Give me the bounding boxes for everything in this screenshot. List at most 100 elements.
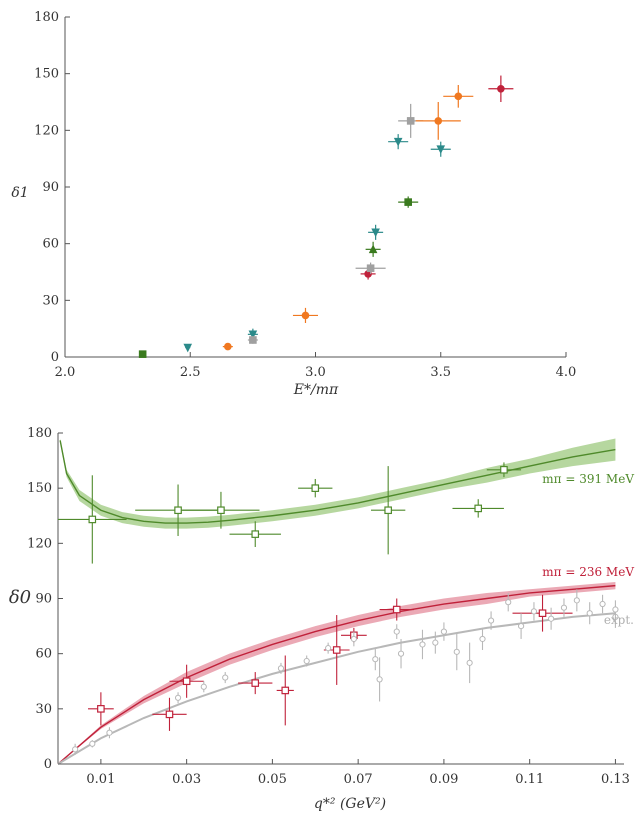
lattice-data-point <box>58 475 127 564</box>
lattice-data-point <box>512 594 573 632</box>
lattice-data-point <box>276 655 294 726</box>
top-data-point <box>247 336 258 344</box>
top-x-tick-label: 3.0 <box>305 365 326 380</box>
top-y-tick-label: 0 <box>51 350 59 365</box>
expt-data-point <box>350 631 357 647</box>
marker <box>165 710 174 719</box>
marker <box>200 683 207 690</box>
marker <box>303 657 310 665</box>
top-data-point <box>365 241 381 257</box>
marker <box>248 330 258 340</box>
top-x-tick-label: 2.0 <box>55 365 76 380</box>
marker <box>368 244 378 254</box>
expt-data-point <box>453 633 460 671</box>
bottom-y-tick-label: 60 <box>35 647 52 662</box>
lattice-data-point <box>182 491 260 529</box>
expt-data-point <box>303 655 310 667</box>
marker <box>479 635 486 643</box>
marker <box>301 311 310 320</box>
error-band <box>60 438 616 529</box>
marker <box>332 646 341 654</box>
bottom-error-bands <box>58 438 616 764</box>
bottom-data-points <box>58 462 619 755</box>
expt-data-point <box>89 740 96 748</box>
marker <box>599 600 606 608</box>
marker <box>573 597 580 604</box>
top-data-point <box>183 343 193 353</box>
bottom-y-tick-label: 0 <box>44 757 52 772</box>
expt-data-point <box>376 657 383 702</box>
expt-data-point <box>174 692 182 704</box>
bottom-x-axis-label: q*² (GeV²) <box>314 796 386 812</box>
marker <box>281 686 290 695</box>
marker <box>466 659 473 666</box>
marker <box>548 615 555 622</box>
expt-data-point <box>440 622 448 641</box>
marker <box>505 599 512 606</box>
marker <box>440 628 448 635</box>
top-x-tick-label: 2.5 <box>180 365 201 380</box>
marker <box>182 677 191 686</box>
top-data-point <box>388 134 409 150</box>
marker <box>174 694 182 701</box>
expt-data-point <box>479 627 486 650</box>
marker <box>586 610 593 617</box>
top-data-point <box>398 196 419 208</box>
top-data-points <box>138 75 514 358</box>
marker <box>497 84 505 93</box>
marker <box>530 608 538 615</box>
marker <box>217 506 225 515</box>
marker <box>432 639 439 646</box>
marker <box>350 635 357 643</box>
top-data-point <box>138 350 147 358</box>
marker <box>97 705 105 713</box>
expt-data-point <box>200 681 207 693</box>
marker <box>397 650 405 657</box>
bottom-x-tick-label: 0.03 <box>172 772 201 787</box>
marker <box>366 264 375 273</box>
top-x-tick-label: 3.5 <box>430 365 451 380</box>
bottom-x-tick-label: 0.13 <box>601 772 630 787</box>
expt-data-point <box>419 629 426 660</box>
expt-data-point <box>222 672 229 684</box>
top-y-tick-label: 120 <box>34 123 59 138</box>
marker <box>222 674 229 681</box>
annotation-expt: expt. <box>604 613 634 627</box>
marker <box>372 656 379 663</box>
marker <box>183 343 193 353</box>
marker <box>436 145 446 155</box>
lattice-data-point <box>169 664 204 698</box>
marker <box>487 617 495 624</box>
marker <box>277 665 285 672</box>
marker <box>538 609 547 618</box>
marker <box>106 729 113 736</box>
bottom-fit-curves <box>57 440 616 765</box>
top-data-point <box>488 75 514 102</box>
top-data-point <box>430 141 451 157</box>
marker <box>249 336 257 344</box>
expt-data-point <box>505 592 512 612</box>
bottom-y-tick-label: 180 <box>27 426 52 441</box>
marker <box>88 515 97 524</box>
marker <box>384 506 392 515</box>
expt-data-point <box>397 638 405 669</box>
top-data-point <box>368 224 384 240</box>
expt-data-point <box>573 589 580 612</box>
top-axes <box>64 17 566 358</box>
bottom-axes <box>57 433 624 765</box>
top-panel-delta1: 2.0 2.5 3.0 3.5 4.0 0 30 60 90 120 150 180 E*/mπ δ1 <box>11 10 576 398</box>
lattice-data-point <box>238 672 273 695</box>
lattice-data-point <box>229 521 281 548</box>
top-data-point <box>222 342 233 351</box>
fit-curve <box>59 440 616 524</box>
expt-data-point <box>599 594 606 614</box>
expt-data-point <box>530 602 538 621</box>
top-tick-labels: 2.0 2.5 3.0 3.5 4.0 0 30 60 90 120 150 180 <box>34 10 576 380</box>
marker <box>406 117 415 125</box>
top-y-tick-label: 90 <box>42 180 59 195</box>
top-y-axis-label: δ1 <box>11 185 28 201</box>
marker <box>392 605 401 614</box>
lattice-data-point <box>88 692 114 726</box>
top-y-tick-label: 30 <box>42 293 59 308</box>
marker <box>89 740 96 747</box>
